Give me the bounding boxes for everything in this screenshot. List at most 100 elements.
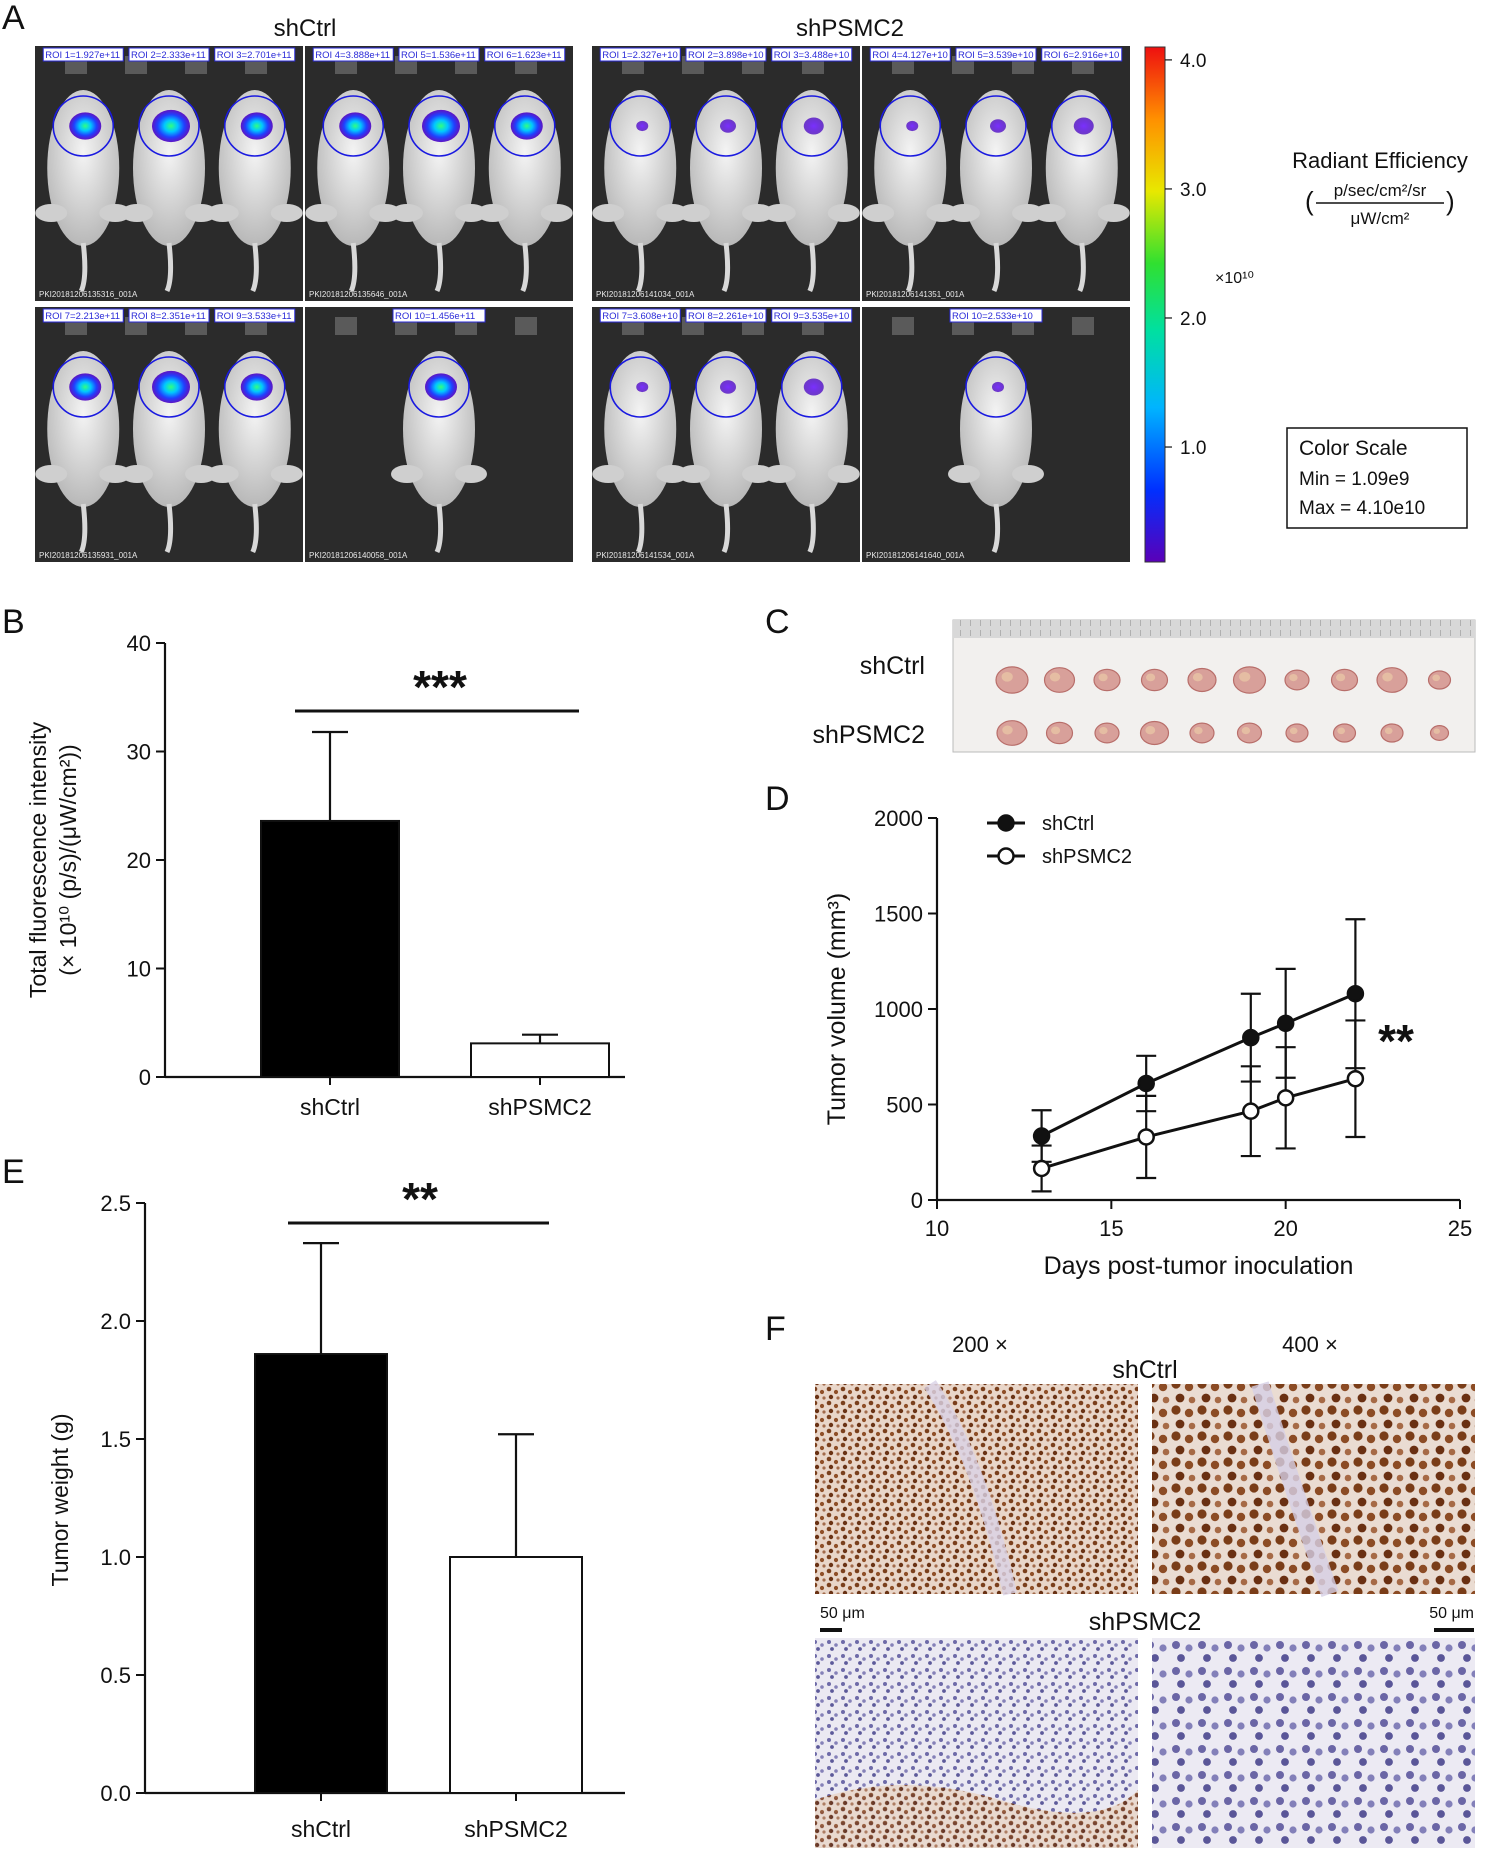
imaging-panel: ROI 1=1.927e+11 ROI 2=2.333e+11 ROI 3=2.70… [35, 46, 303, 301]
mouse-silhouette [775, 90, 848, 246]
luminescence-signal [992, 381, 1004, 393]
y-tick-label: 1500 [874, 902, 923, 927]
data-point-shctrl [1032, 1127, 1051, 1145]
panel-label-d: D [765, 780, 790, 818]
x-tick-label: 10 [925, 1216, 949, 1241]
radiance-color-bar [1144, 46, 1166, 563]
panel-a-group-shpsmc2: shPSMC2 [796, 15, 904, 42]
excised-tumor [1139, 720, 1170, 746]
data-point-shctrl [1346, 984, 1365, 1003]
image-id-label: PKI20181206135646_001A [309, 290, 408, 299]
roi-circle [609, 95, 672, 157]
imaging-panel: ROI 4=3.888e+11 ROI 5=1.536e+11 ROI 6=1.62… [305, 46, 573, 301]
bar-shpsmc2 [449, 1556, 583, 1794]
color-scale-max: Max = 4.10e10 [1299, 498, 1425, 519]
panel-f-group-shpsmc2: shPSMC2 [1089, 1608, 1202, 1636]
roi-label: ROI 1=1.927e+11 [45, 50, 120, 61]
luminescence-signal [720, 119, 736, 133]
significance-marker: ** [1378, 1015, 1414, 1067]
panel-f-group-shctrl: shCtrl [1112, 1356, 1177, 1384]
magnification-200x: 200 × [952, 1332, 1008, 1357]
roi-label: ROI 3=2.701e+11 [217, 50, 292, 61]
legend-marker [997, 847, 1015, 865]
radiant-efficiency-title: Radiant Efficiency [1292, 148, 1468, 173]
mouse-silhouette [960, 90, 1032, 246]
roi-circle [52, 95, 115, 157]
roi-circle [52, 356, 115, 418]
excised-tumor [1232, 666, 1267, 694]
roi-label: ROI 5=1.536e+11 [401, 50, 476, 61]
excised-tumor [1376, 667, 1408, 693]
colorbar-tick-label: 1.0 [1180, 438, 1206, 459]
data-point-shctrl [1276, 1014, 1295, 1033]
scale-bar-label-400x: 50 μm [1429, 1605, 1474, 1622]
significance-marker: *** [413, 661, 467, 713]
roi-circle [965, 356, 1027, 418]
significance-marker: ** [402, 1173, 438, 1225]
luminescence-signal [803, 378, 824, 396]
series-line-shctrl [1040, 992, 1356, 1138]
y-axis-label: Tumor volume (mm³) [823, 893, 851, 1125]
colorbar-tick-label: 3.0 [1180, 180, 1206, 201]
tumor-volume-line-chart: 0 500 1000 1500 2000 10 15 20 25 Days post-tumor … [823, 806, 1472, 1280]
panel-label-e: E [2, 1153, 25, 1191]
roi-circle [493, 95, 556, 157]
image-id-label: PKI20181206140058_001A [309, 551, 408, 560]
panel-label-b: B [2, 603, 25, 641]
x-tick-label: 25 [1448, 1216, 1472, 1241]
roi-circle [1050, 95, 1113, 157]
mouse-silhouette [47, 351, 120, 507]
image-id-label: PKI20181206141034_001A [596, 290, 695, 299]
roi-label: ROI 4=4.127e+10 [872, 50, 948, 61]
svg-text:): ) [1446, 186, 1455, 216]
imaging-panel: ROI 7=2.213e+11 ROI 8=2.351e+11 ROI 9=3.53… [35, 307, 303, 562]
legend-label: shCtrl [1042, 813, 1094, 835]
excised-tumor [1236, 722, 1263, 744]
mouse-silhouette [218, 351, 291, 507]
roi-circle [322, 95, 385, 157]
roi-circle [780, 95, 843, 157]
excised-tumor [1330, 668, 1359, 692]
roi-circle [609, 356, 672, 418]
panel-c-row-shpsmc2: shPSMC2 [812, 721, 925, 749]
y-tick-label: 0 [911, 1188, 923, 1213]
roi-circle [138, 356, 200, 418]
roi-circle [879, 95, 942, 157]
y-tick-label: 2.5 [100, 1191, 131, 1216]
y-tick-label: 40 [127, 631, 151, 656]
x-category-label: shCtrl [291, 1816, 351, 1842]
data-point-shctrl [1242, 1028, 1260, 1047]
radiant-efficiency-denominator: μW/cm² [1351, 209, 1410, 228]
y-axis-label: Tumor weight (g) [47, 1414, 73, 1587]
panel-label-a: A [2, 0, 25, 37]
legend-marker [997, 814, 1015, 832]
excised-tumor [1285, 723, 1309, 743]
mouse-silhouette [604, 90, 677, 246]
roi-circle [780, 356, 843, 418]
excised-tumor [1284, 669, 1310, 691]
luminescence-signal [240, 373, 273, 401]
mouse-silhouette [317, 90, 390, 246]
ihc-shpsmc2-400x [1152, 1638, 1475, 1848]
y-tick-label: 1000 [874, 997, 923, 1022]
imaging-panel: ROI 7=3.608e+10 ROI 8=2.261e+10 ROI 9=3.53… [592, 307, 860, 562]
excised-tumor [1045, 721, 1074, 745]
panel-c-row-shctrl: shCtrl [860, 652, 925, 680]
luminescence-signal [152, 370, 190, 404]
excised-tumor [1043, 667, 1076, 693]
y-tick-label: 20 [127, 848, 151, 873]
luminescence-signal [906, 120, 919, 132]
luminescence-signal [69, 373, 102, 401]
mouse-silhouette [874, 90, 947, 246]
luminescence-signal [510, 112, 543, 140]
bar-shpsmc2 [470, 1042, 610, 1078]
roi-label: ROI 1=2.327e+10 [602, 50, 678, 61]
y-axis-label-line1: Total fluorescence intensity [25, 721, 51, 998]
roi-circle [695, 356, 757, 418]
roi-label: ROI 2=2.333e+11 [131, 50, 206, 61]
ivis-imaging-grid: ROI 1=1.927e+11 ROI 2=2.333e+11 ROI 3=2.70… [35, 46, 1130, 562]
mouse-silhouette [47, 90, 120, 246]
color-scale-min: Min = 1.09e9 [1299, 469, 1409, 490]
excised-tumor [1094, 722, 1120, 744]
data-point-shpsmc2 [1137, 1128, 1155, 1146]
